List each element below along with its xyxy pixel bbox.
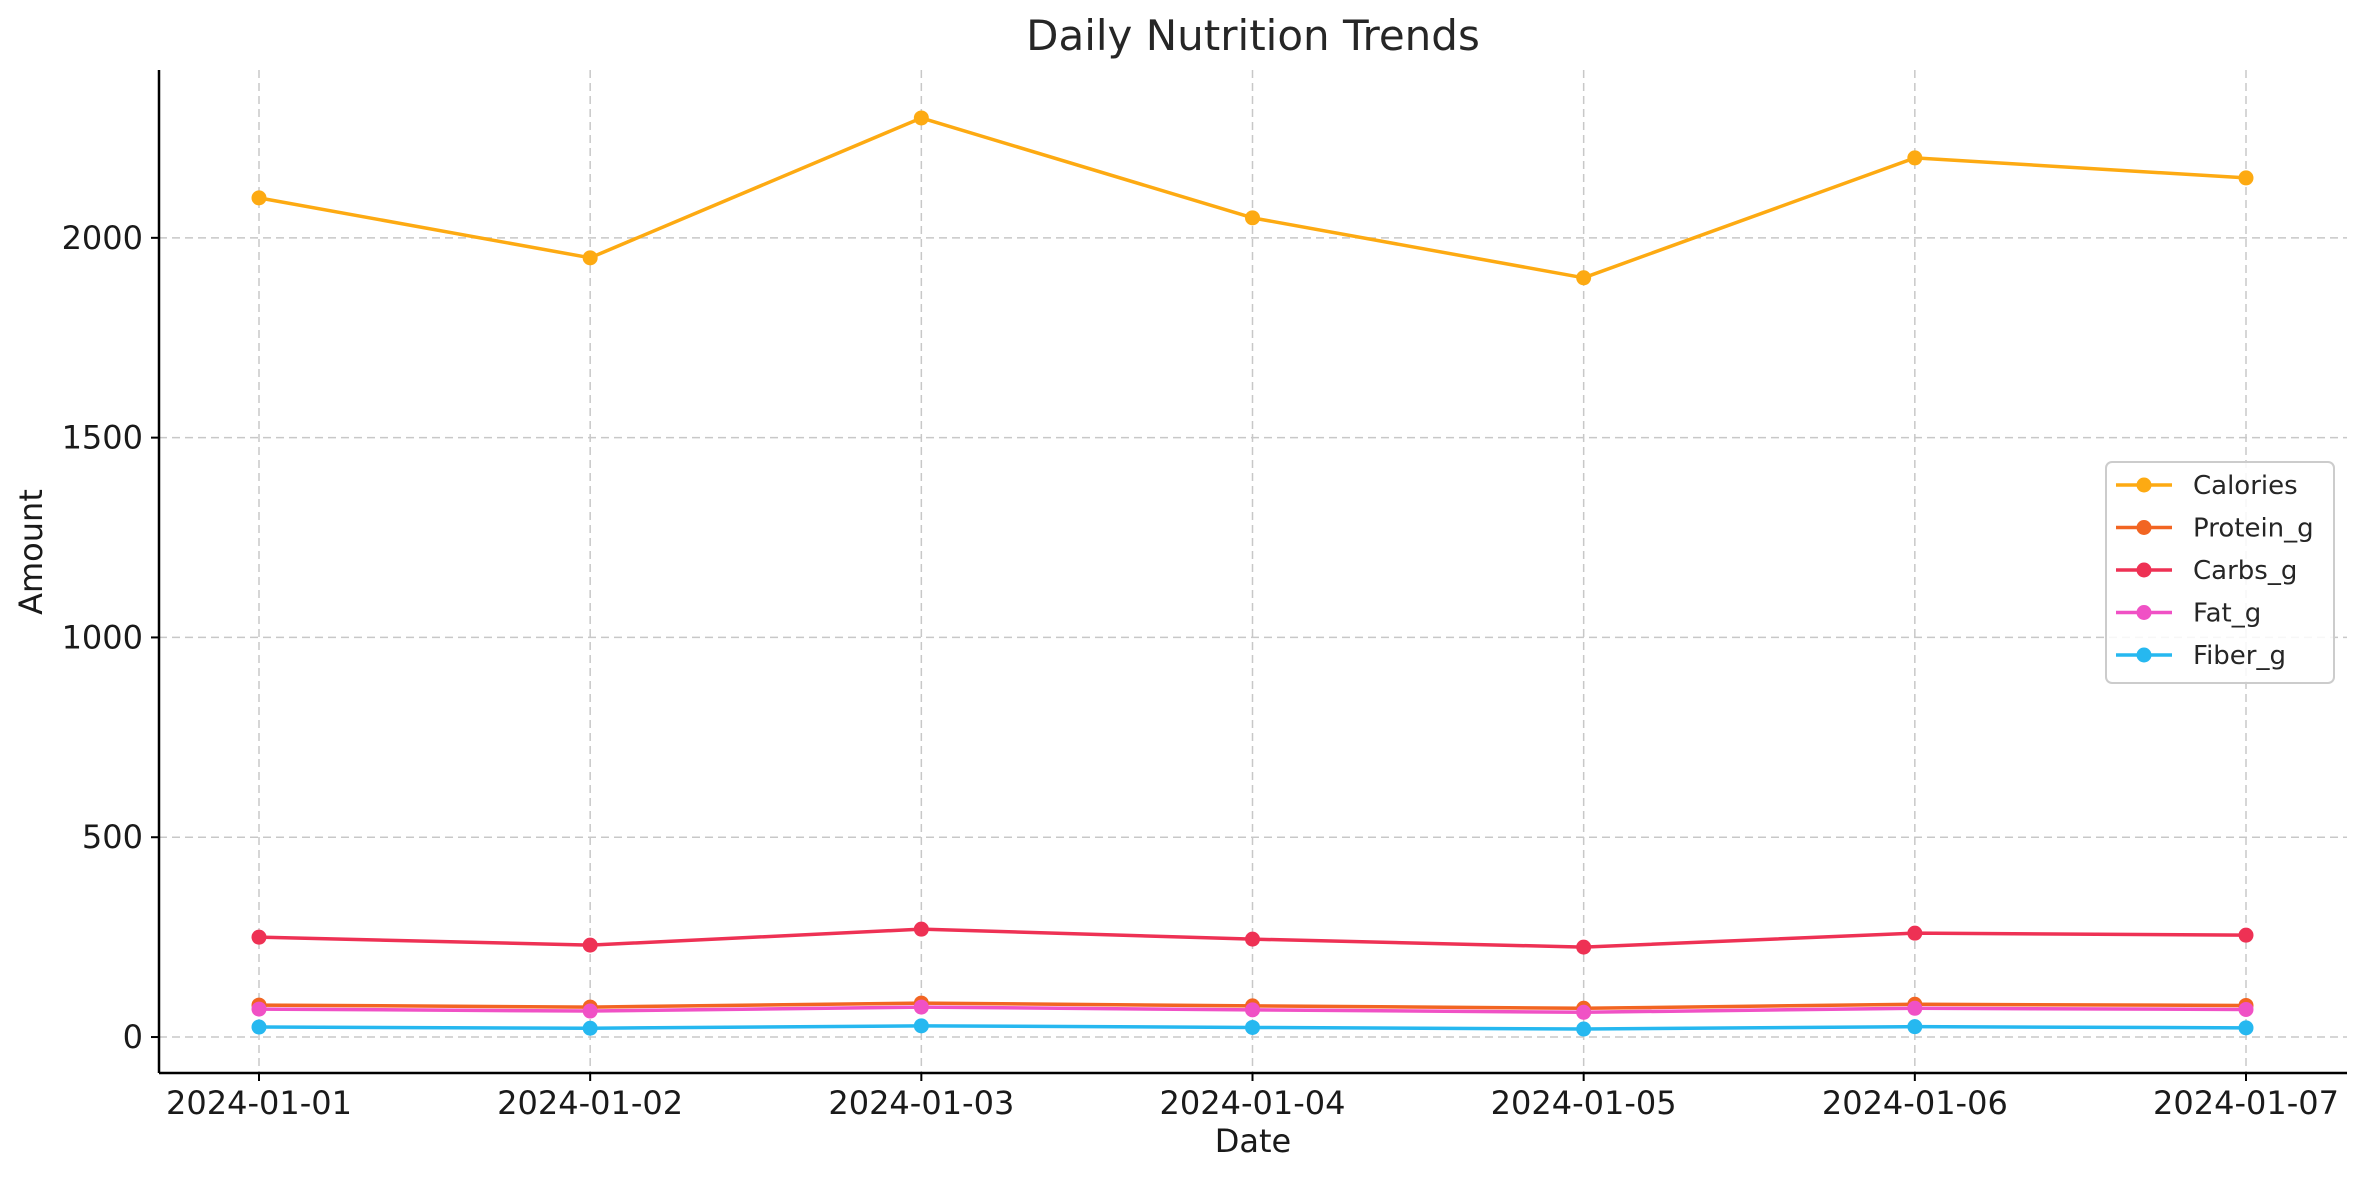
y-tick-label: 0 xyxy=(123,1018,143,1056)
data-point-calories xyxy=(1576,270,1592,286)
ticks-layer: 2024-01-01 2024-01-02 2024-01-03 2024-01-04… xyxy=(62,219,2339,1122)
data-point-fiber-g xyxy=(913,1018,929,1034)
legend-label: Protein_g xyxy=(2193,514,2314,544)
data-point-calories xyxy=(1907,150,1923,166)
data-point-fat-g xyxy=(1907,1000,1923,1016)
y-axis-label: Amount xyxy=(12,489,50,615)
series-carbs-g xyxy=(251,921,2254,955)
grid-layer xyxy=(159,70,2347,1073)
y-tick-label: 1000 xyxy=(62,618,143,656)
legend: Calories Protein_g Carbs_g Fat_g Fiber_g xyxy=(2105,461,2335,684)
legend-item-fat-g: Fat_g xyxy=(2116,599,2261,629)
legend-label: Carbs_g xyxy=(2193,556,2297,586)
series-layer xyxy=(251,110,2254,1037)
data-point-fat-g xyxy=(1576,1004,1592,1020)
legend-label: Calories xyxy=(2193,471,2298,501)
legend-label: Fiber_g xyxy=(2193,641,2286,671)
y-tick-label: 1500 xyxy=(62,419,143,457)
data-point-fat-g xyxy=(251,1001,267,1017)
data-point-fat-g xyxy=(1245,1002,1260,1018)
series-calories xyxy=(251,110,2254,286)
data-point-carbs-g xyxy=(1576,939,1592,955)
data-point-fiber-g xyxy=(1245,1019,1260,1035)
legend-item-fiber-g: Fiber_g xyxy=(2116,641,2286,671)
data-point-fiber-g xyxy=(1576,1021,1592,1037)
data-point-carbs-g xyxy=(913,921,929,937)
data-point-calories xyxy=(913,110,929,126)
legend-item-carbs-g: Carbs_g xyxy=(2116,556,2297,586)
data-point-carbs-g xyxy=(1907,925,1923,941)
x-tick-label: 2024-01-05 xyxy=(1491,1084,1677,1122)
data-point-fat-g xyxy=(582,1003,598,1019)
data-point-fat-g xyxy=(2238,1001,2254,1017)
data-point-fat-g xyxy=(913,999,929,1015)
y-tick-label: 2000 xyxy=(62,219,143,257)
data-point-fiber-g xyxy=(582,1020,598,1036)
legend-swatch-marker xyxy=(2136,605,2152,620)
data-point-carbs-g xyxy=(582,937,598,953)
x-tick-label: 2024-01-03 xyxy=(828,1084,1014,1122)
x-tick-label: 2024-01-02 xyxy=(497,1084,683,1122)
legend-swatch-marker xyxy=(2136,477,2152,493)
x-tick-label: 2024-01-06 xyxy=(1822,1084,2008,1122)
legend-frame xyxy=(2105,461,2335,684)
data-point-calories xyxy=(251,190,267,206)
data-point-fiber-g xyxy=(251,1019,267,1035)
legend-swatch-marker xyxy=(2136,562,2152,578)
data-point-carbs-g xyxy=(2238,927,2254,943)
chart-title: Daily Nutrition Trends xyxy=(1026,11,1480,60)
data-point-fiber-g xyxy=(1907,1019,1923,1035)
series-fat-g xyxy=(251,999,2254,1020)
y-tick-label: 500 xyxy=(82,818,143,856)
data-point-calories xyxy=(1245,210,1260,226)
data-point-carbs-g xyxy=(1245,931,1260,947)
data-point-fiber-g xyxy=(2238,1020,2254,1036)
legend-swatch-marker xyxy=(2136,647,2152,663)
legend-swatch-marker xyxy=(2136,520,2152,535)
series-fiber-g xyxy=(251,1018,2254,1037)
legend-item-calories: Calories xyxy=(2116,471,2298,501)
x-tick-label: 2024-01-01 xyxy=(166,1084,352,1122)
data-point-carbs-g xyxy=(251,929,267,945)
legend-item-protein-g: Protein_g xyxy=(2116,514,2314,544)
x-tick-label: 2024-01-04 xyxy=(1160,1084,1346,1122)
x-tick-label: 2024-01-07 xyxy=(2153,1084,2339,1122)
legend-label: Fat_g xyxy=(2193,599,2261,629)
data-point-calories xyxy=(582,250,598,266)
x-axis-label: Date xyxy=(1215,1122,1291,1160)
data-point-calories xyxy=(2238,170,2254,186)
